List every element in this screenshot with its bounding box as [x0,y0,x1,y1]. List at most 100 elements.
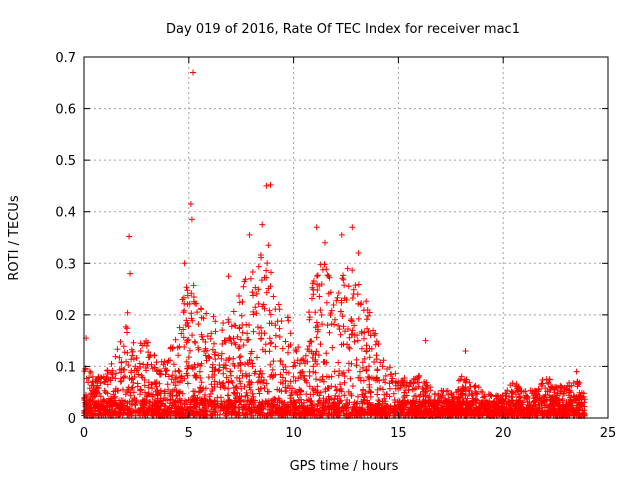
data-point [412,385,419,392]
x-axis-label: GPS time / hours [290,459,399,474]
data-point [250,292,256,299]
data-point [199,333,205,340]
data-point [282,388,289,395]
data-point [355,281,362,288]
data-point [194,361,201,368]
data-point [231,322,238,329]
data-point [268,339,275,346]
data-point [228,372,234,379]
data-point [249,390,256,397]
y-tick-label: 0.4 [55,206,76,221]
data-point [200,385,207,392]
data-point [323,299,330,306]
data-point [256,390,263,397]
data-point [328,383,335,390]
data-point [370,327,377,334]
data-point [330,302,337,308]
data-point [321,261,328,268]
data-point [246,372,253,379]
data-point [341,282,348,289]
data-point [141,382,148,389]
data-point [223,374,230,381]
data-point [121,373,128,380]
data-point [380,357,387,364]
data-point [310,291,317,298]
data-point [203,310,210,317]
data-point [198,360,205,367]
x-tick-label: 10 [285,426,302,441]
data-point [287,342,294,348]
data-point [237,353,244,360]
data-point [240,283,247,290]
data-point [253,290,260,297]
data-point [320,378,327,385]
data-point [277,357,284,364]
data-point [335,359,342,366]
x-tick-label: 20 [495,426,512,441]
data-point [183,358,190,365]
data-point [481,393,488,400]
data-point [223,365,230,372]
data-point [223,357,230,364]
data-point [349,318,356,325]
data-point [230,355,237,362]
data-point [348,331,355,338]
data-point [270,293,277,300]
data-point [184,292,191,299]
data-point [351,322,358,329]
data-point [521,395,528,401]
data-point [122,391,129,398]
data-point [195,321,202,328]
data-point [361,335,367,342]
data-point [317,377,323,384]
data-point [201,348,208,355]
data-point [456,394,462,400]
data-point [534,391,541,398]
data-point [336,326,343,333]
data-point [262,341,269,348]
data-point [129,352,136,359]
data-point [326,329,333,336]
data-point [252,284,259,291]
data-point [255,386,262,393]
data-point [128,367,135,374]
data-point [230,360,237,367]
data-point [348,317,354,324]
data-point [290,373,297,380]
data-point [165,386,172,393]
data-point [218,350,225,357]
data-point [161,358,168,365]
data-point [137,348,144,354]
data-point [336,368,343,374]
data-point [243,373,250,380]
data-point [206,393,213,400]
data-point [105,376,112,383]
data-point [154,387,161,394]
data-point [350,286,357,293]
data-point [242,276,249,283]
data-point [274,318,281,325]
data-point [352,282,359,289]
data-point [236,293,242,299]
data-point [153,368,160,375]
data-point [401,383,408,389]
data-point [98,375,104,382]
data-point [337,381,344,388]
data-point [209,346,216,353]
y-tick-label: 0.5 [55,154,76,169]
data-point [130,389,137,396]
data-point [547,384,554,391]
data-point [192,373,199,380]
data-point [469,392,476,399]
data-point [277,371,284,378]
data-point [239,372,246,379]
data-point [365,373,372,380]
data-point [204,333,211,340]
data-point [319,266,326,273]
data-point [144,339,151,346]
y-axis-label: ROTI / TECUs [7,195,22,280]
data-point [190,388,197,395]
data-point [365,328,372,335]
y-tick-label: 0 [68,412,76,427]
data-point [341,379,348,386]
